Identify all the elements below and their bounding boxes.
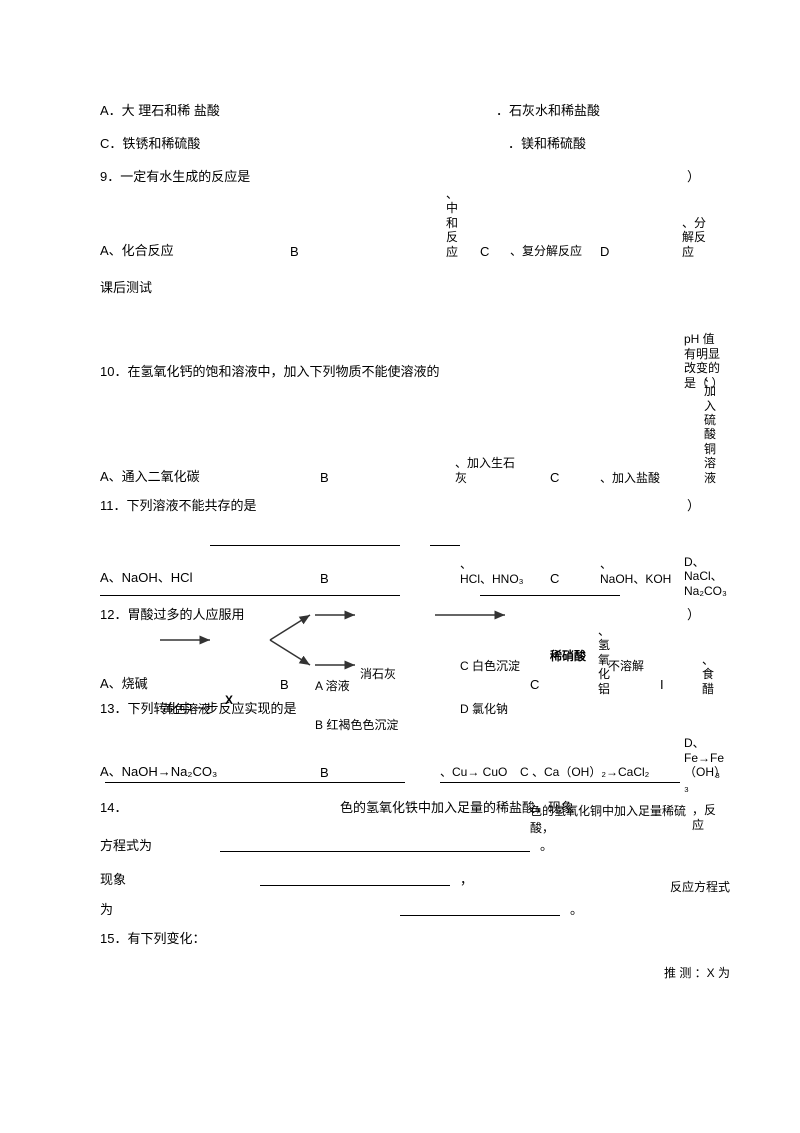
q10-stem: 10．在氢氧化钙的饱和溶液中，加入下列物质不能使溶液的	[100, 361, 439, 380]
q8-C: C．铁锈和稀硫酸	[100, 133, 200, 152]
diagram-bur: 不溶解	[608, 657, 644, 674]
q8-row-AC: A．大 理石和稀 盐酸 ．石灰水和稀盐酸	[100, 100, 700, 119]
q8-Cr: ．镁和稀硫酸	[508, 133, 586, 152]
q13-mid: B 红褐色色沉淀	[100, 712, 700, 730]
blank-underline[interactable]	[480, 582, 620, 596]
q10-Dmid: 、加入硫酸铜溶液	[704, 370, 718, 485]
q10-Cmid: 、加入盐酸	[600, 471, 660, 485]
q14-row1: 14． 色的氢氧化铁中加入足量的稀盐酸，现象 ，反应 色的氢氧化铜中加入足量稀硫…	[100, 790, 700, 824]
q11-underline-top	[100, 528, 700, 546]
blank-underline[interactable]	[440, 769, 680, 783]
q11-stem-row: 11．下列溶液不能共存的是 ）	[100, 495, 700, 514]
q14-period: 。	[540, 835, 553, 854]
q10-A: A、通入二氧化碳	[100, 466, 200, 485]
q12-B: B	[280, 677, 289, 692]
q14-row4: 为 。	[100, 888, 700, 918]
q11-stem: 11．下列溶液不能共存的是	[100, 495, 257, 514]
diagram-xi: 稀硝酸	[550, 647, 586, 664]
q9-opts: A、化合反应 B 、中和反应 C 、复分解反应 D 、分解反应	[100, 199, 700, 259]
q14-row2: 方程式为 。	[100, 824, 700, 854]
section-header: 课后测试	[100, 277, 700, 296]
blank-underline[interactable]	[100, 582, 400, 596]
q15-right-row: 推 测 ：X 为	[100, 961, 700, 981]
q13-D-tail: ₃	[715, 766, 720, 780]
q15-stem-row: 15．有下列变化：	[100, 928, 700, 947]
q14-row3: 现象 ， 反应方程式	[100, 854, 700, 888]
q14-line3: 现象	[100, 869, 126, 888]
q9-C: C	[480, 244, 489, 259]
q9-paren: ）	[687, 166, 700, 185]
q12-D: 、食醋	[702, 653, 716, 696]
q12-Bmid: 消石灰	[360, 665, 396, 682]
q9-Bmid: 、中和反应	[446, 187, 460, 259]
q8-Ar: ．石灰水和稀盐酸	[496, 100, 600, 119]
q12-A: A、烧碱	[100, 673, 148, 692]
q9-Dmid: 、分解反应	[682, 216, 710, 259]
q11-opts: A、NaOH、HCl B 、HCl、HNO₃ C 、NaOH、KOH D、NaC…	[100, 546, 700, 586]
blank-underline[interactable]	[220, 838, 530, 852]
q11-paren: ）	[687, 495, 700, 514]
q9-Cmid: 、复分解反应	[510, 242, 582, 259]
q14-line4: 为	[100, 899, 113, 918]
q9-stem-row: 9．一定有水生成的反应是 ）	[100, 166, 700, 185]
blank-underline[interactable]	[430, 532, 460, 546]
q10-B: B	[320, 470, 329, 485]
q15-right: 推 测 ：X 为	[664, 964, 730, 981]
q12-I: I	[660, 677, 664, 692]
blank-underline[interactable]	[400, 902, 560, 916]
sec: 课后测试	[100, 277, 152, 296]
q10-C: C	[550, 470, 559, 485]
q12-Cmid: 、氢氧化铝	[598, 624, 612, 696]
q9-D: D	[600, 244, 609, 259]
q15-stem: 15．有下列变化：	[100, 928, 205, 947]
q13-stem-row: X 黄色溶液 13．下列转化中一步反应实现的是 D 氯化钠	[100, 692, 700, 712]
diagram-Cwhite: C 白色沉淀	[460, 657, 520, 674]
q10-opts: A、通入二氧化碳 B 、加入生石灰 C 、加入盐酸 、加入硫酸铜溶液	[100, 380, 700, 485]
q14-period4: 。	[570, 899, 583, 918]
q9-A: A、化合反应	[100, 240, 174, 259]
q13-opts: A、NaOH→Na₂CO₃ B 、Cu→ CuO C 、Ca（OH）₂→CaCl…	[100, 730, 700, 780]
q14-comma: ，	[460, 869, 473, 888]
q12-opts: A、烧碱 B A 溶液 消石灰 C 白色沉淀 稀硝酸 不溶解 C 、氢氧化铝 I…	[100, 637, 700, 692]
q8-row-CD: C．铁锈和稀硫酸 ．镁和稀硫酸	[100, 133, 700, 152]
blank-underline[interactable]	[105, 769, 405, 783]
q10-stem-row: 10．在氢氧化钙的饱和溶液中，加入下列物质不能使溶液的 pH 值有明显改变的是（…	[100, 310, 700, 380]
q14-line2: 方程式为	[100, 835, 152, 854]
q12-C: C	[530, 677, 539, 692]
blank-underline[interactable]	[260, 872, 450, 886]
q9-stem: 9．一定有水生成的反应是	[100, 166, 250, 185]
q12-paren: ）	[687, 604, 700, 623]
blank-underline[interactable]	[210, 532, 400, 546]
q10-Bmid: 、加入生石灰	[455, 456, 515, 485]
q14-stem: 14．	[100, 797, 127, 816]
q9-B: B	[290, 244, 299, 259]
q8-A: A．大 理石和稀 盐酸	[100, 100, 220, 119]
